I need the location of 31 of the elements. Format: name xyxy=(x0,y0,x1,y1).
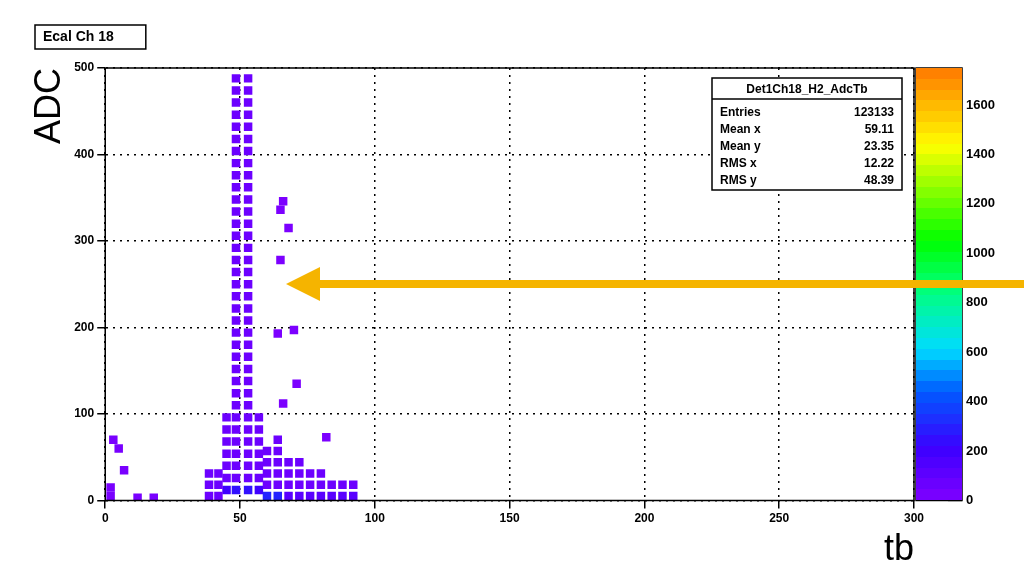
y-tick-label: 400 xyxy=(74,146,95,161)
color-bar-label: 1000 xyxy=(966,244,995,260)
chart-title: Ecal Ch 18 xyxy=(43,27,115,44)
text: RMS y 48.39 xyxy=(720,173,894,188)
color-bar-label: 600 xyxy=(966,343,988,359)
x-tick-label: 0 xyxy=(101,510,109,525)
y-tick-label: 200 xyxy=(74,319,95,334)
x-tick-label: 250 xyxy=(769,510,790,525)
color-bar-label: 1600 xyxy=(966,96,995,112)
text: Mean x 59.11 xyxy=(720,122,894,137)
text: Entries 123133 xyxy=(720,105,894,120)
y-tick-label: 100 xyxy=(74,406,95,421)
y-tick-label: 0 xyxy=(87,492,95,507)
color-bar-label: 400 xyxy=(966,393,988,409)
y-tick-label: 300 xyxy=(74,233,95,248)
color-bar-label: 200 xyxy=(966,442,988,458)
x-tick-label: 300 xyxy=(903,510,925,525)
x-tick-label: 50 xyxy=(233,510,248,525)
text: Mean y 23.35 xyxy=(720,139,894,154)
color-bar-label: 0 xyxy=(966,491,974,507)
color-bar-label: 1400 xyxy=(966,146,995,162)
x-tick-label: 100 xyxy=(364,510,386,525)
y-axis-title: ADC xyxy=(26,68,68,145)
color-bar-label: 1200 xyxy=(966,195,995,211)
text: RMS x 12.22 xyxy=(720,156,894,171)
color-bar-label: 800 xyxy=(966,294,988,310)
x-tick-label: 200 xyxy=(634,510,655,525)
x-tick-label: 150 xyxy=(499,510,520,525)
annotation: Det1Ch18_H2_AdcTb xyxy=(746,82,868,97)
x-axis-title: tb xyxy=(883,527,914,569)
y-tick-label: 500 xyxy=(74,60,95,75)
